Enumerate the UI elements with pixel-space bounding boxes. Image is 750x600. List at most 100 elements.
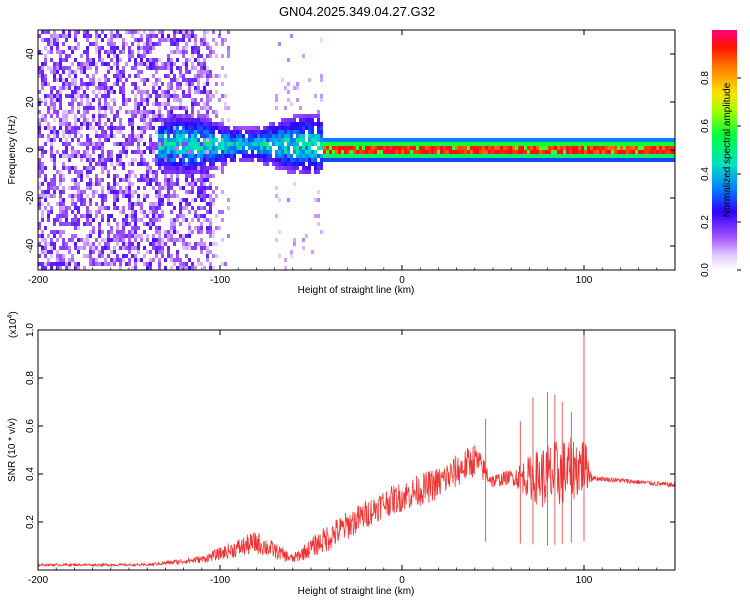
heatmap-cell [71,150,74,154]
heatmap-cell [74,150,77,154]
heatmap-cell [284,166,287,170]
heatmap-cell [290,162,293,166]
heatmap-cell [605,158,608,162]
heatmap-cell [167,54,170,58]
heatmap-cell [608,150,611,154]
heatmap-cell [644,138,647,142]
heatmap-cell [125,214,128,218]
heatmap-cell [134,102,137,106]
heatmap-cell [92,258,95,262]
heatmap-cell [215,214,218,218]
heatmap-cell [167,126,170,130]
heatmap-cell [119,90,122,94]
heatmap-cell [494,146,497,150]
heatmap-cell [596,150,599,154]
heatmap-cell [293,138,296,142]
heatmap-cell [404,154,407,158]
heatmap-cell [512,138,515,142]
heatmap-cell [176,122,179,126]
heatmap-cell [203,178,206,182]
heatmap-cell [197,122,200,126]
heatmap-cell [536,150,539,154]
heatmap-cell [134,62,137,66]
heatmap-cell [50,90,53,94]
heatmap-cell [146,162,149,166]
heatmap-cell [143,82,146,86]
heatmap-cell [170,238,173,242]
heatmap-cell [56,114,59,118]
heatmap-cell [158,198,161,202]
heatmap-cell [176,170,179,174]
heatmap-cell [398,146,401,150]
heatmap-cell [158,246,161,250]
heatmap-cell [59,206,62,210]
heatmap-cell [221,166,224,170]
heatmap-cell [377,146,380,150]
heatmap-cell [179,122,182,126]
heatmap-cell [104,90,107,94]
heatmap-cell [182,94,185,98]
heatmap-cell [110,98,113,102]
heatmap-cell [119,150,122,154]
heatmap-cell [131,190,134,194]
heatmap-cell [572,138,575,142]
heatmap-cell [53,134,56,138]
heatmap-cell [377,158,380,162]
heatmap-cell [632,138,635,142]
heatmap-cell [116,126,119,130]
heatmap-cell [470,138,473,142]
heatmap-cell [206,174,209,178]
heatmap-cell [128,142,131,146]
heatmap-cell [185,174,188,178]
heatmap-cell [461,138,464,142]
heatmap-cell [398,150,401,154]
heatmap-cell [581,146,584,150]
heatmap-cell [74,130,77,134]
heatmap-cell [308,158,311,162]
heatmap-cell [419,150,422,154]
heatmap-cell [206,194,209,198]
heatmap-cell [110,46,113,50]
heatmap-cell [140,210,143,214]
heatmap-cell [380,138,383,142]
heatmap-cell [74,74,77,78]
heatmap-cell [221,118,224,122]
heatmap-cell [152,158,155,162]
heatmap-cell [560,138,563,142]
heatmap-cell [128,250,131,254]
heatmap-cell [230,138,233,142]
heatmap-cell [113,114,116,118]
heatmap-cell [188,210,191,214]
heatmap-cell [191,198,194,202]
heatmap-cell [626,150,629,154]
heatmap-cell [155,218,158,222]
heatmap-cell [53,234,56,238]
heatmap-cell [107,66,110,70]
heatmap-cell [152,202,155,206]
heatmap-cell [554,158,557,162]
heatmap-cell [356,146,359,150]
heatmap-cell [143,178,146,182]
heatmap-cell [650,150,653,154]
heatmap-cell [95,62,98,66]
heatmap-cell [62,150,65,154]
heatmap-cell [251,142,254,146]
heatmap-cell [125,150,128,154]
heatmap-cell [143,186,146,190]
heatmap-cell [86,222,89,226]
heatmap-cell [95,162,98,166]
heatmap-cell [44,142,47,146]
heatmap-cell [179,82,182,86]
heatmap-cell [203,182,206,186]
heatmap-cell [101,62,104,66]
heatmap-cell [113,46,116,50]
heatmap-cell [170,86,173,90]
heatmap-cell [449,158,452,162]
heatmap-cell [581,138,584,142]
heatmap-cell [47,202,50,206]
heatmap-cell [293,242,296,246]
heatmap-cell [179,70,182,74]
heatmap-cell [398,158,401,162]
heatmap-cell [209,154,212,158]
heatmap-cell [68,262,71,266]
